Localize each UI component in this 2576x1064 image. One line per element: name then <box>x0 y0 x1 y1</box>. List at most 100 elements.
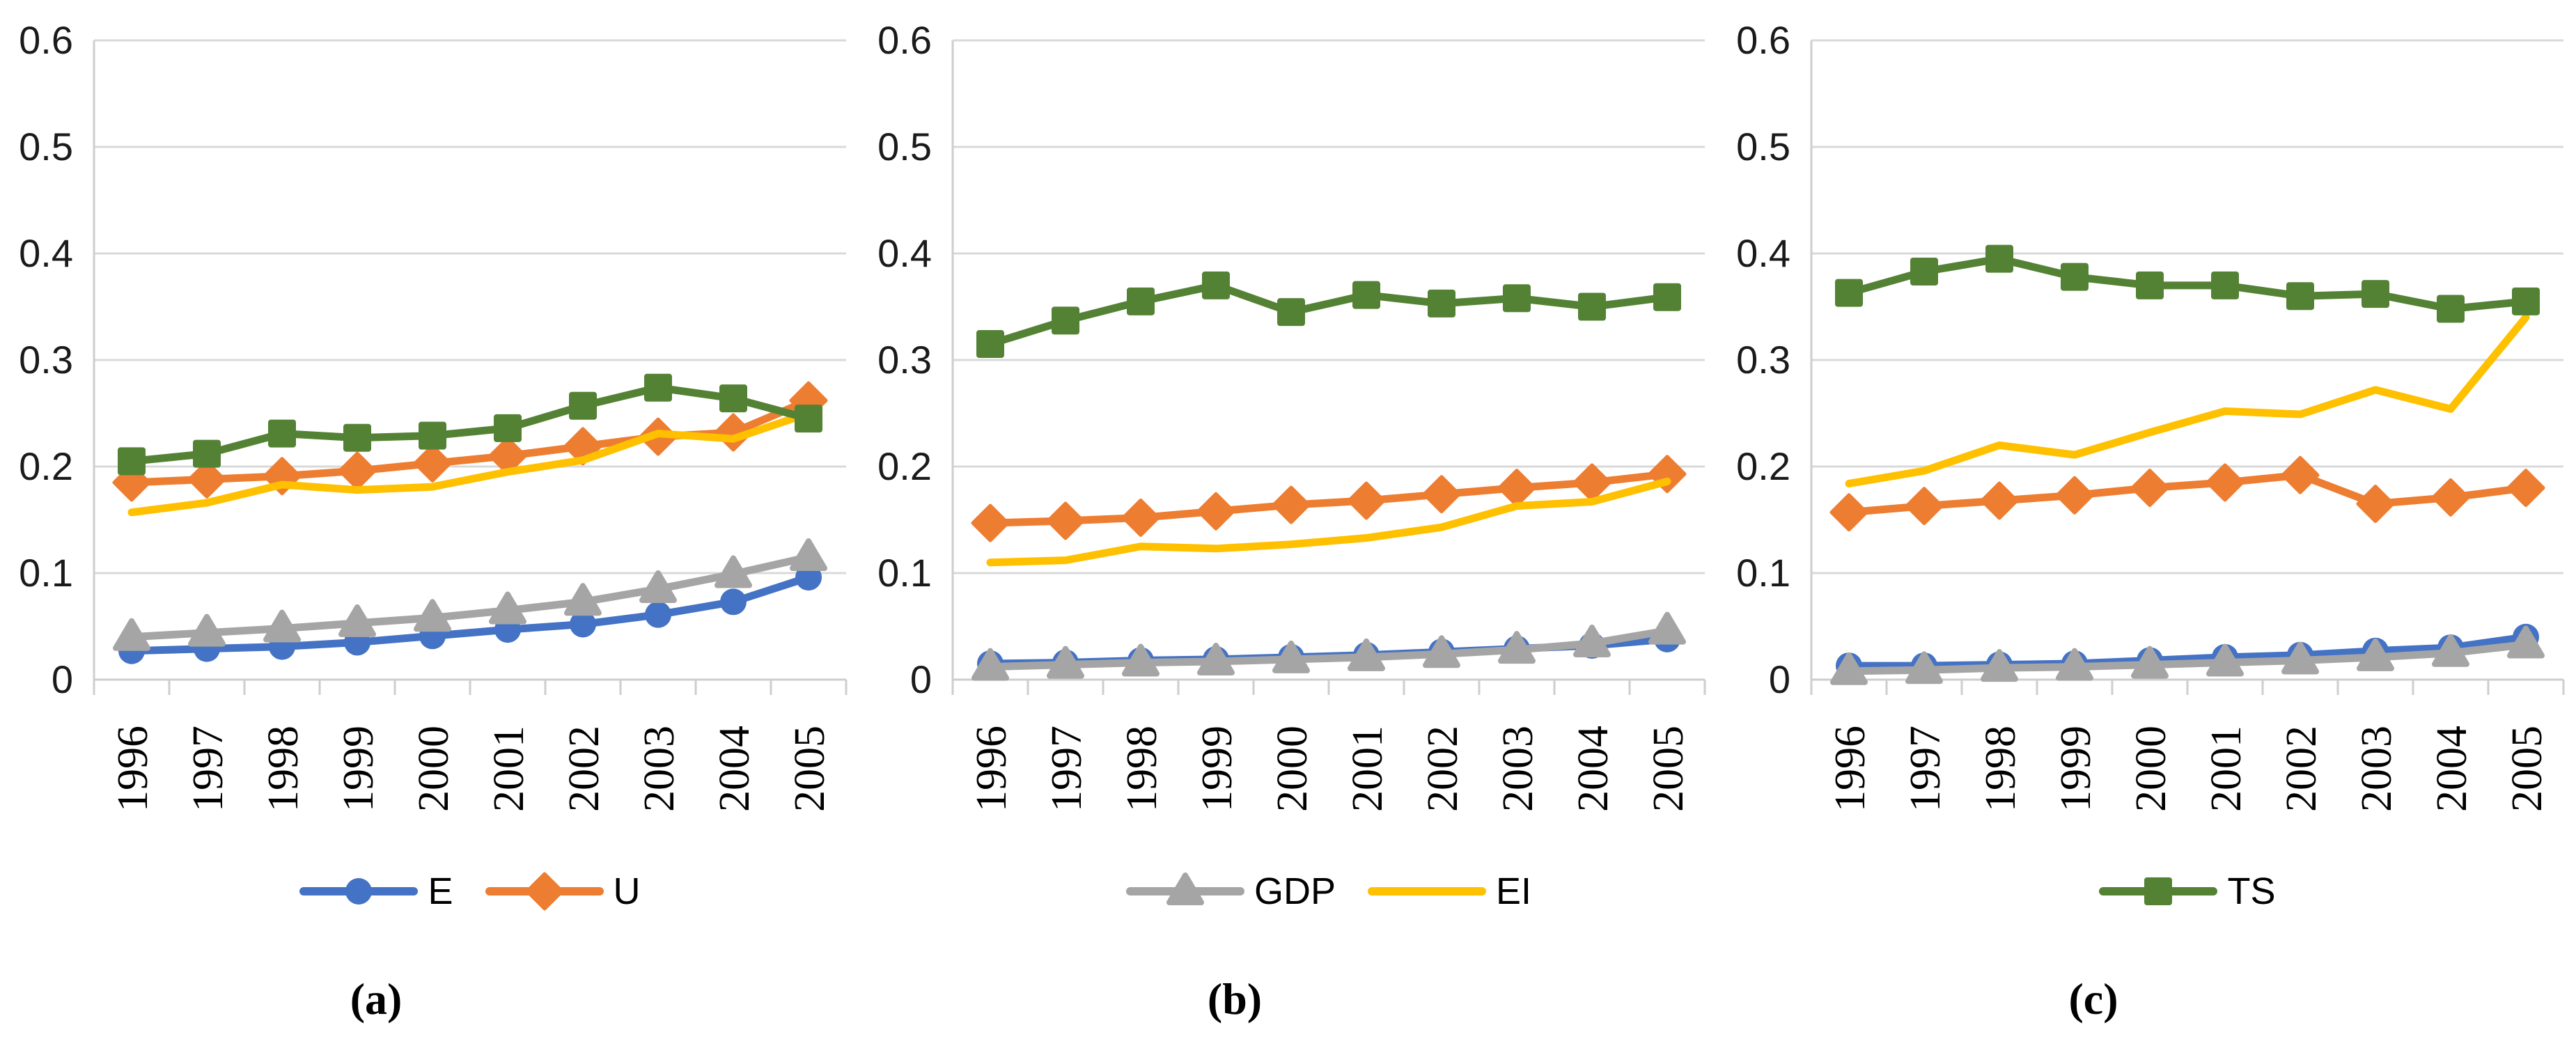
marker-U <box>413 444 452 483</box>
legend-label-U: U <box>613 870 641 912</box>
marker-TS <box>343 423 371 452</box>
x-axis-tick-label: 2001 <box>485 726 533 812</box>
x-axis-tick-label: 1999 <box>1194 726 1241 812</box>
legend-item-TS: TS <box>2099 869 2276 914</box>
y-axis-tick-label: 0.6 <box>877 18 932 62</box>
series-line-GDP <box>986 627 1671 671</box>
y-axis-tick-label: 0.3 <box>1736 338 1790 382</box>
panel-b: 0 0.1 0.2 0.3 0.4 0.5 0.6 1996 1997 1998 1999 2000 2… <box>859 0 1717 1064</box>
marker-TS <box>2286 282 2314 311</box>
marker-TS <box>1277 298 1305 327</box>
y-axis-tick-label: 0.2 <box>1736 444 1790 488</box>
y-axis-tick-label: 0.6 <box>19 18 73 62</box>
legend-swatch-U <box>485 872 604 911</box>
marker-GDP <box>2281 641 2319 675</box>
x-axis-tick-label: 2004 <box>711 726 758 812</box>
chart-c: 0 0.1 0.2 0.3 0.4 0.5 0.6 1996 1997 1998 1999 2000 2… <box>1736 18 2565 812</box>
marker-TS <box>719 384 747 413</box>
x-axis-tick-label: 1996 <box>1827 726 1874 812</box>
marker-GDP <box>113 618 150 651</box>
legend-item-EI: EI <box>1368 869 1531 914</box>
marker-GDP <box>338 604 376 637</box>
marker-TS <box>2437 295 2465 323</box>
marker-TS <box>494 414 522 442</box>
series-line-EI <box>1845 313 2530 487</box>
x-axis-tick-label: 1998 <box>260 726 307 812</box>
marker-U <box>2130 469 2169 508</box>
marker-TS <box>268 419 296 448</box>
marker-GDP <box>188 613 226 647</box>
marker-GDP <box>1047 646 1084 679</box>
marker-GDP <box>971 648 1009 681</box>
marker-U <box>1272 485 1311 524</box>
y-axis-tick-label: 0.2 <box>877 444 932 488</box>
marker-GDP <box>1423 635 1460 668</box>
marker-GDP <box>1830 652 1868 685</box>
y-axis-tick-label: 0.6 <box>1736 18 1790 62</box>
x-axis-tick-label: 2004 <box>2428 726 2476 812</box>
y-axis-tick-label: 0.2 <box>19 444 73 488</box>
marker-TS <box>1653 283 1681 311</box>
y-axis-tick-label: 0.4 <box>19 231 73 275</box>
series-line-GDP <box>127 553 813 641</box>
marker-GDP <box>2206 643 2244 677</box>
marker-GDP <box>1981 649 2018 682</box>
marker-U <box>2206 463 2245 502</box>
legend-b: GDP EI <box>953 863 1705 919</box>
y-axis-tick-label: 0.4 <box>877 231 932 275</box>
x-axis-tick-label: 1997 <box>1043 726 1091 812</box>
marker-GDP <box>489 591 526 625</box>
marker-U <box>338 451 377 490</box>
legend-swatch-E <box>299 878 419 905</box>
x-axis-tick-label: 1998 <box>1118 726 1166 812</box>
y-axis-tick-label: 0.5 <box>1736 125 1790 169</box>
legend-swatch-GDP <box>1125 873 1244 905</box>
marker-TS <box>795 405 822 433</box>
marker-TS <box>419 421 446 450</box>
y-axis-tick-label: 0.5 <box>19 125 73 169</box>
marker-GDP <box>2056 648 2093 681</box>
series-line-TS <box>1845 255 2530 313</box>
marker-GDP <box>639 570 677 603</box>
marker-GDP <box>1573 624 1611 657</box>
marker-U <box>1046 501 1085 540</box>
marker-TS <box>1052 306 1079 335</box>
series-line-U <box>127 396 813 487</box>
marker-GDP <box>1272 640 1310 673</box>
series-line-EI <box>127 409 813 517</box>
marker-U <box>2431 478 2470 517</box>
marker-U <box>2356 485 2395 524</box>
marker-TS <box>1352 281 1380 309</box>
x-axis-tick-label: 2001 <box>2203 726 2250 812</box>
series-line-E <box>127 573 813 655</box>
marker-GDP <box>1122 643 1160 677</box>
x-axis-tick-label: 1997 <box>185 726 232 812</box>
legend-marker-E <box>345 878 373 905</box>
y-axis-tick-label: 0.4 <box>1736 231 1790 275</box>
panel-label-c: (c) <box>2068 974 2118 1024</box>
chart-a: 0 0.1 0.2 0.3 0.4 0.5 0.6 1996 1997 1998 1999 2000 2… <box>19 18 848 812</box>
marker-U <box>2055 476 2094 515</box>
series-line-EI <box>986 477 1671 567</box>
x-axis-tick-label: 2000 <box>410 726 458 812</box>
panel-a: 0 0.1 0.2 0.3 0.4 0.5 0.6 1996 1997 1998 1999 2000 2… <box>0 0 859 1064</box>
marker-U <box>1347 481 1386 520</box>
x-axis-tick-label: 1996 <box>968 726 1015 812</box>
legend-c: TS <box>1811 863 2563 919</box>
panel-label-b: (b) <box>1207 974 1263 1024</box>
marker-E <box>720 588 747 616</box>
marker-U <box>1121 498 1160 537</box>
marker-TS <box>569 391 597 420</box>
marker-GDP <box>2432 634 2469 667</box>
x-axis-tick-label: 2003 <box>2353 726 2401 812</box>
x-axis-tick-label: 2001 <box>1344 726 1391 812</box>
y-axis-tick-label: 0.3 <box>19 338 73 382</box>
marker-GDP <box>1648 611 1686 645</box>
marker-GDP <box>2131 646 2169 679</box>
x-axis-tick-label: 2002 <box>2278 726 2325 812</box>
legend-label-TS: TS <box>2227 870 2276 912</box>
x-axis-tick-label: 2003 <box>636 726 683 812</box>
x-axis-tick-label: 2000 <box>1269 726 1316 812</box>
